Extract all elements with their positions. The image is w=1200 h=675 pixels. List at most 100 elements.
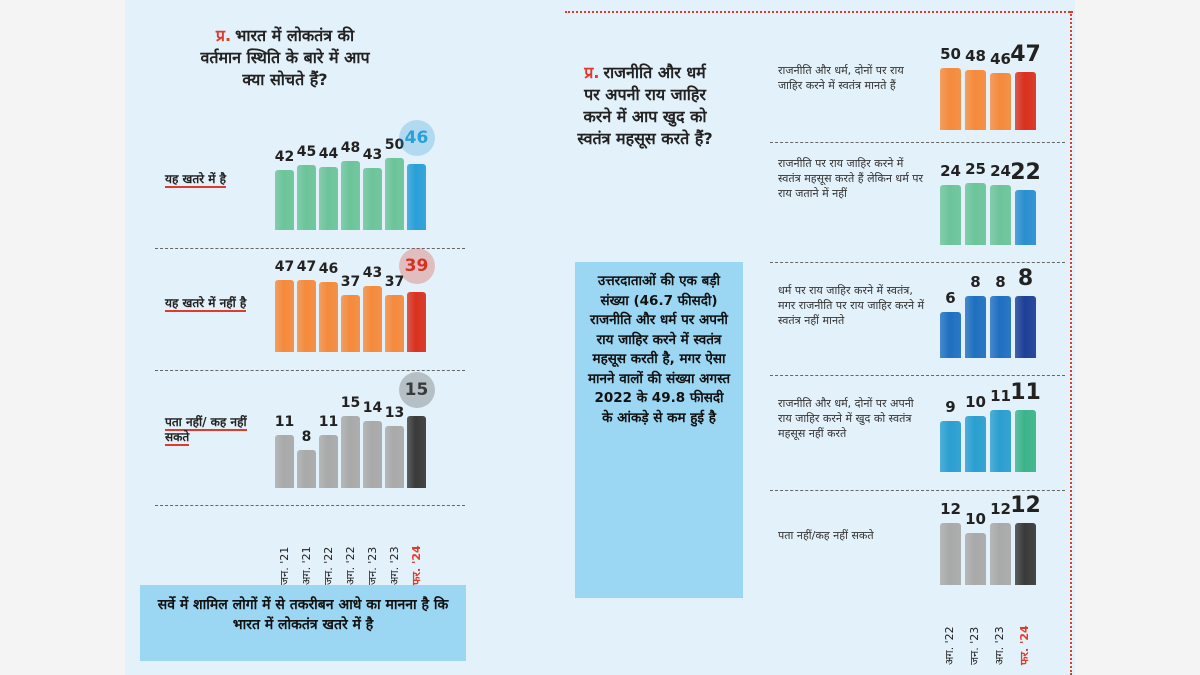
row-label-text: राजनीति और धर्म, दोनों पर राय जाहिर करने…	[778, 64, 904, 92]
value-label: 11	[274, 414, 295, 431]
x-category-label: अग. '22	[344, 546, 357, 585]
value-label: 11	[990, 387, 1011, 405]
bar	[385, 158, 404, 230]
row-label-text: पता नहीं/ कह नहीं सकते	[165, 415, 247, 446]
red-dotted-rule	[565, 11, 1073, 13]
note-text: उत्तरदाताओं की एक बड़ी संख्या (46.7 फीसद…	[587, 273, 731, 427]
bar	[363, 168, 382, 230]
value-label: 48	[965, 47, 986, 66]
separator	[770, 490, 1065, 491]
value-label: 42	[274, 148, 295, 165]
value-label: 25	[965, 160, 986, 178]
value-label: 15	[340, 395, 361, 411]
value-label: 8	[301, 428, 312, 445]
bar	[341, 295, 360, 352]
value-label: 6	[945, 288, 956, 307]
x-category-label: अग. '21	[300, 546, 313, 585]
value-label: 10	[965, 510, 986, 529]
value-label: 12	[990, 500, 1011, 518]
separator	[155, 505, 465, 506]
x-category-label: फर. '24	[1018, 625, 1031, 665]
value-label: 43	[362, 147, 383, 164]
value-label: 9	[945, 398, 956, 417]
value-label: 50	[940, 45, 961, 63]
note-box: सर्वे में शामिल लोगों में से तकरीबन आधे …	[140, 585, 466, 661]
red-dotted-rule	[1070, 11, 1072, 675]
separator	[770, 142, 1065, 143]
value-label: 46	[990, 49, 1011, 68]
bar	[1015, 71, 1036, 130]
x-category-label: अग. '22	[943, 626, 956, 665]
value-label: 8	[995, 273, 1006, 291]
value-label: 13	[384, 404, 405, 421]
value-label: 11	[1010, 380, 1041, 405]
bar	[407, 416, 426, 488]
row-label-text: पता नहीं/कह नहीं सकते	[778, 529, 874, 542]
value-bubble: 39	[398, 248, 435, 285]
bar	[940, 185, 961, 245]
separator	[155, 248, 465, 249]
bar	[965, 533, 986, 585]
bar	[940, 523, 961, 585]
value-label: 10	[965, 392, 986, 411]
separator	[155, 370, 465, 371]
bar	[965, 183, 986, 245]
value-label: 12	[940, 500, 961, 518]
bar	[319, 166, 338, 230]
bar	[990, 296, 1011, 358]
separator	[770, 375, 1065, 376]
x-category-label: अग. '23	[388, 546, 401, 585]
bar	[341, 160, 360, 230]
bar	[407, 163, 426, 230]
bar	[363, 286, 382, 352]
row-label-text: यह खतरे में नहीं है	[165, 296, 247, 312]
value-label: 14	[362, 399, 383, 416]
bar	[990, 523, 1011, 585]
value-label: 37	[340, 274, 361, 291]
bar	[990, 410, 1011, 472]
bar	[990, 72, 1011, 130]
row-label: पता नहीं/कह नहीं सकते	[778, 528, 928, 543]
value-label: 44	[318, 145, 339, 162]
row-label: धर्म पर राय जाहिर करने में स्वतंत्र, मगर…	[778, 283, 928, 328]
row-label: राजनीति पर राय जाहिर करने में स्वतंत्र म…	[778, 156, 928, 201]
value-label: 46	[318, 260, 339, 277]
row-label-text: राजनीति और धर्म, दोनों पर अपनी राय जाहिर…	[778, 397, 914, 440]
bar	[965, 70, 986, 130]
x-category-label: जन. '21	[278, 546, 291, 585]
bar	[363, 420, 382, 488]
value-label: 37	[384, 274, 405, 291]
bar	[940, 68, 961, 130]
separator	[770, 262, 1065, 263]
value-label: 47	[1010, 41, 1041, 67]
value-bubble: 46	[398, 119, 435, 156]
x-category-label: जन. '22	[322, 546, 335, 585]
row-label: पता नहीं/ कह नहीं सकते	[165, 415, 260, 446]
x-category-label: अग. '23	[993, 626, 1006, 665]
bar	[385, 425, 404, 488]
bar	[341, 416, 360, 488]
bar	[275, 280, 294, 352]
bar	[1015, 296, 1036, 358]
x-category-label: जन. '23	[968, 626, 981, 665]
value-label: 24	[940, 162, 961, 181]
question: प्र. राजनीति और धर्म पर अपनी राय जाहिर कर…	[575, 62, 715, 150]
value-bubble: 15	[398, 372, 435, 408]
bar	[940, 311, 961, 358]
value-label: 12	[1010, 493, 1041, 518]
bar	[965, 415, 986, 472]
row-label: राजनीति और धर्म, दोनों पर राय जाहिर करने…	[778, 63, 928, 93]
question: प्र. भारत में लोकतंत्र की वर्तमान स्थिति …	[195, 25, 375, 91]
value-label: 47	[296, 259, 317, 275]
bar	[965, 296, 986, 358]
bar	[990, 185, 1011, 245]
value-label: 8	[1017, 266, 1034, 291]
value-label: 48	[340, 139, 361, 156]
bar	[297, 449, 316, 488]
bar	[275, 169, 294, 230]
value-label: 24	[990, 162, 1011, 181]
question-marker: प्र.	[215, 26, 232, 45]
row-label: राजनीति और धर्म, दोनों पर अपनी राय जाहिर…	[778, 396, 928, 441]
value-label: 8	[970, 273, 981, 291]
value-label: 11	[318, 414, 339, 431]
